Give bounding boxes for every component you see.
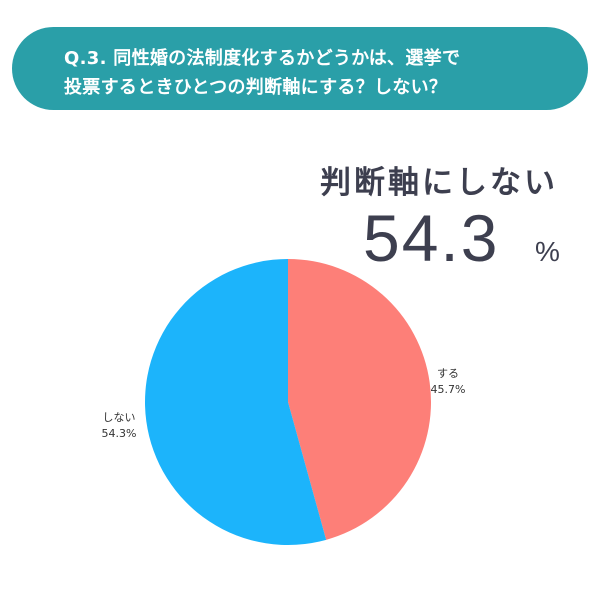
label-suru-pct: 45.7% <box>430 383 466 396</box>
label-shinai: しない 54.3% <box>96 410 142 442</box>
highlight-label: 判断軸にしない <box>320 165 558 201</box>
highlight-value: 54.3 <box>363 201 500 275</box>
label-shinai-pct: 54.3% <box>101 427 137 440</box>
label-suru: する 45.7% <box>428 366 468 398</box>
label-shinai-name: しない <box>102 411 136 424</box>
pie-slice-shinai <box>145 259 327 545</box>
pie-slice-suru <box>288 259 432 540</box>
label-suru-name: する <box>437 367 459 380</box>
question-line-2: 投票するときひとつの判断軸にする？しない？ <box>64 77 448 98</box>
question-banner: Q.3. 同性婚の法制度化するかどうかは、選挙で 投票するときひとつの判断軸にす… <box>12 27 588 110</box>
question-line-1: Q.3. 同性婚の法制度化するかどうかは、選挙で <box>64 48 461 69</box>
highlight-unit: % <box>535 236 560 267</box>
